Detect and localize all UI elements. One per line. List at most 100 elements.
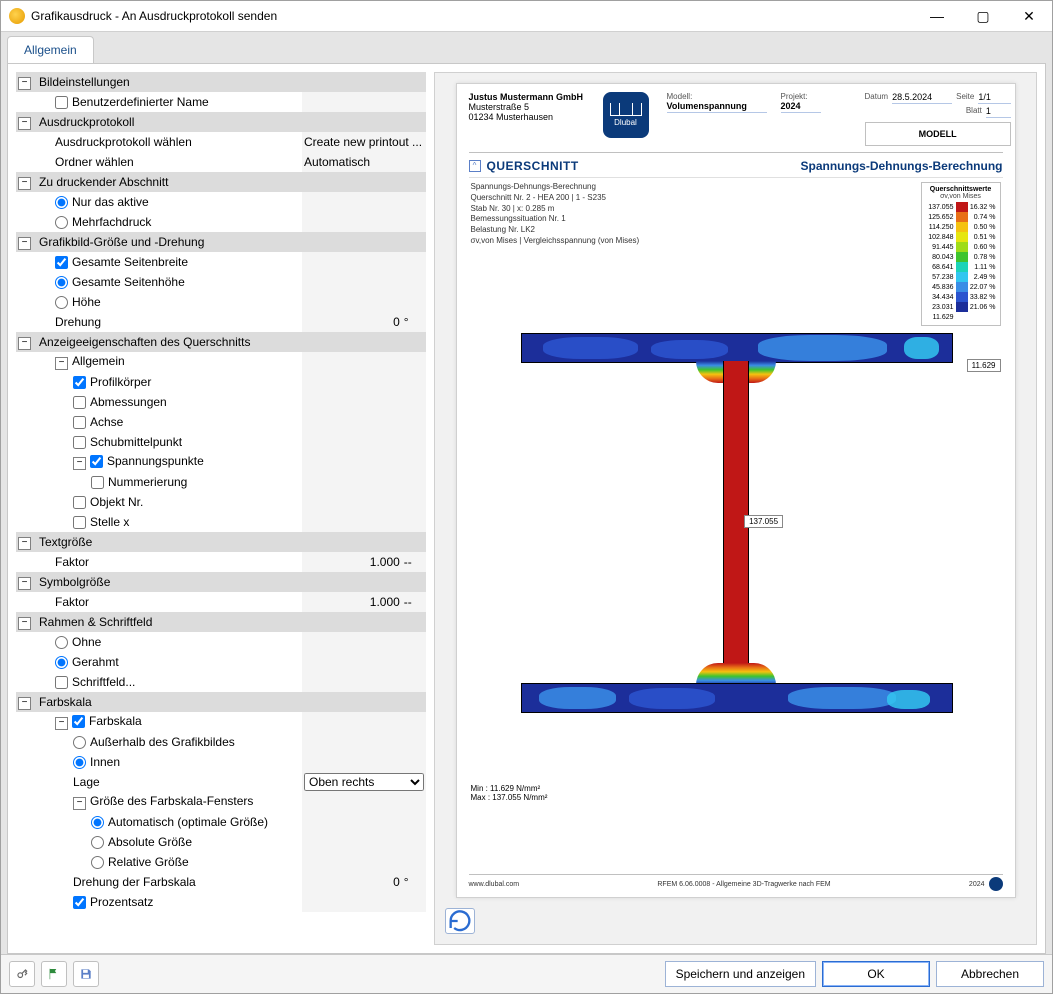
checkbox-achse[interactable] (73, 416, 86, 429)
radio-scale-auto[interactable] (91, 816, 104, 829)
checkbox-farbskala-enable[interactable] (72, 715, 85, 728)
value-page: 1/1 (978, 92, 1011, 104)
radio-height[interactable] (55, 296, 68, 309)
key-icon (15, 967, 29, 981)
radio-scale-relative[interactable] (91, 856, 104, 869)
label-achse: Achse (90, 415, 123, 429)
window-close-button[interactable]: ✕ (1006, 1, 1052, 31)
collapse-icon[interactable]: − (55, 717, 68, 730)
window-minimize-button[interactable]: — (914, 1, 960, 31)
legend-percent: 0.50 % (970, 224, 996, 231)
legend-swatch (956, 202, 968, 212)
legend-row: 68.6411.11 % (926, 262, 996, 272)
help-button[interactable] (9, 961, 35, 987)
collapse-icon[interactable]: − (18, 77, 31, 90)
checkbox-abmessungen[interactable] (73, 396, 86, 409)
collapse-icon[interactable]: − (18, 237, 31, 250)
value-folder[interactable]: Automatisch (302, 152, 426, 172)
settings-pane: − Bildeinstellungen Benutzerdefinierter … (16, 72, 426, 945)
checkbox-objekt-nr[interactable] (73, 496, 86, 509)
collapse-icon[interactable]: − (18, 177, 31, 190)
legend-percent: 2.49 % (970, 274, 996, 281)
label-abmessungen: Abmessungen (90, 395, 167, 409)
section-subtitle: Spannungs-Dehnungs-Berechnung (801, 159, 1003, 173)
meta-line: Stab Nr. 30 | x: 0.285 m (471, 204, 640, 215)
checkbox-full-width[interactable] (55, 256, 68, 269)
value-symbol-factor[interactable]: 1.000 (302, 592, 402, 612)
footer-site: www.dlubal.com (469, 881, 520, 888)
checkbox-schriftfeld[interactable] (55, 676, 68, 689)
label-rotation: Drehung (37, 312, 302, 332)
label-objekt-nr: Objekt Nr. (90, 495, 143, 509)
label-profilkoerper: Profilkörper (90, 375, 151, 389)
radio-scale-absolute[interactable] (91, 836, 104, 849)
footer-logo-icon (989, 877, 1003, 891)
header-model-block: Modell: Volumenspannung (667, 92, 777, 113)
window-maximize-button[interactable]: ▢ (960, 1, 1006, 31)
header-project-block: Projekt: 2024 (781, 92, 861, 113)
app-icon (9, 8, 25, 24)
tab-allgemein[interactable]: Allgemein (7, 36, 94, 63)
refresh-button[interactable] (445, 908, 475, 934)
section-farbskala: − Farbskala (16, 692, 426, 712)
checkbox-custom-name[interactable] (55, 96, 68, 109)
select-scale-position[interactable]: Oben rechts (304, 773, 424, 791)
radio-scale-inside[interactable] (73, 756, 86, 769)
cancel-button[interactable]: Abbrechen (936, 961, 1044, 987)
section-frame: − Rahmen & Schriftfeld (16, 612, 426, 632)
value-project: 2024 (781, 101, 821, 113)
radio-scale-outside[interactable] (73, 736, 86, 749)
legend-swatch (956, 282, 968, 292)
checkbox-profilkoerper[interactable] (73, 376, 86, 389)
unit-symbol-factor: -- (402, 592, 426, 612)
radio-full-height[interactable] (55, 276, 68, 289)
legend-swatch (956, 242, 968, 252)
collapse-icon[interactable]: − (18, 337, 31, 350)
value-rotation[interactable]: 0 (302, 312, 402, 332)
window: Grafikausdruck - An Ausdruckprotokoll se… (0, 0, 1053, 994)
checkbox-stelle-x[interactable] (73, 516, 86, 529)
collapse-icon[interactable]: − (73, 797, 86, 810)
checkbox-schubmittelpunkt[interactable] (73, 436, 86, 449)
collapse-icon[interactable]: − (18, 617, 31, 630)
section-textsize: − Textgröße (16, 532, 426, 552)
collapse-icon[interactable]: − (18, 117, 31, 130)
radio-only-active[interactable] (55, 196, 68, 209)
collapse-icon[interactable]: − (18, 537, 31, 550)
save-button[interactable] (73, 961, 99, 987)
collapse-icon[interactable]: − (73, 457, 86, 470)
legend-value: 11.629 (926, 314, 954, 321)
footer-year: 2024 (969, 881, 985, 888)
header-logo: Dlubal (603, 92, 663, 138)
radio-frame-none[interactable] (55, 636, 68, 649)
label-choose-protokoll: Ausdruckprotokoll wählen (37, 132, 302, 152)
checkbox-prozentsatz[interactable] (73, 896, 86, 909)
label-folder: Ordner wählen (37, 152, 302, 172)
legend-row: 80.0430.78 % (926, 252, 996, 262)
value-choose-protokoll[interactable]: Create new printout ... (302, 132, 426, 152)
label-page: Seite (956, 92, 974, 104)
collapse-icon[interactable]: − (55, 357, 68, 370)
legend-percent: 0.78 % (970, 254, 996, 261)
settings-button[interactable] (41, 961, 67, 987)
save-and-show-button[interactable]: Speichern und anzeigen (665, 961, 816, 987)
label-text-factor: Faktor (37, 552, 302, 572)
ok-button[interactable]: OK (822, 961, 930, 987)
value-text-factor[interactable]: 1.000 (302, 552, 402, 572)
legend-swatch (956, 232, 968, 242)
meta-line: Querschnitt Nr. 2 - HEA 200 | 1 - S235 (471, 193, 640, 204)
footer-bar: Speichern und anzeigen OK Abbrechen (1, 954, 1052, 993)
value-scale-rotation[interactable]: 0 (302, 872, 402, 892)
section-label: Grafikbild-Größe und -Drehung (37, 232, 426, 252)
radio-multi-print[interactable] (55, 216, 68, 229)
collapse-icon[interactable]: − (18, 697, 31, 710)
collapse-icon[interactable]: − (18, 577, 31, 590)
meta-line: Bemessungssituation Nr. 1 (471, 214, 640, 225)
legend-percent: 0.74 % (970, 214, 996, 221)
label-frame-none: Ohne (72, 635, 101, 649)
checkbox-nummerierung[interactable] (91, 476, 104, 489)
legend-row: 125.6520.74 % (926, 212, 996, 222)
max-line: Max : 137.055 N/mm² (471, 793, 548, 802)
radio-frame-framed[interactable] (55, 656, 68, 669)
checkbox-spannungspunkte[interactable] (90, 455, 103, 468)
